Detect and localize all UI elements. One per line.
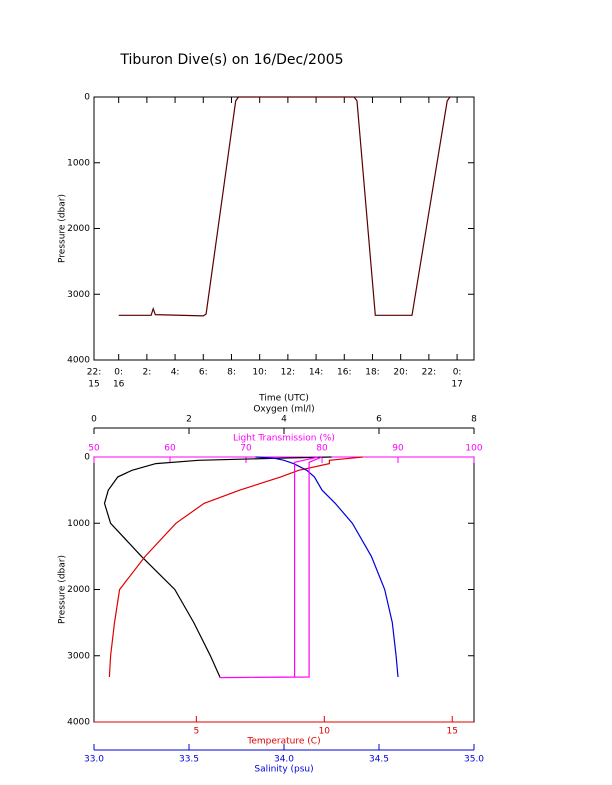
x-axis-label: Temperature (C) <box>246 737 320 747</box>
data-line <box>108 456 363 678</box>
x-tick-label: 0: <box>114 368 123 378</box>
data-line <box>255 456 399 678</box>
x-tick-label: 34.5 <box>369 755 389 765</box>
x-tick-label: 33.5 <box>179 755 199 765</box>
x-axis-label: Light Transmission (%) <box>233 434 335 444</box>
y-tick-label: 3000 <box>67 651 90 661</box>
x-tick-label: 33.0 <box>84 755 104 765</box>
x-axis-label: Salinity (psu) <box>254 765 313 775</box>
x-tick-label: 20: <box>393 368 407 378</box>
plot-frame <box>93 96 475 361</box>
x-tick-label: 0 <box>91 415 97 425</box>
x-tick-label: 22: <box>87 368 101 378</box>
y-tick-label: 1000 <box>67 519 90 529</box>
x-tick-date: 17 <box>451 380 462 390</box>
x-tick-label: 4: <box>171 368 180 378</box>
x-tick-label: 22: <box>422 368 436 378</box>
x-tick-label: 16: <box>337 368 351 378</box>
x-axis-label: Oxygen (ml/l) <box>253 405 314 415</box>
x-tick-label: 34.0 <box>274 755 294 765</box>
x-tick-label: 70 <box>240 444 252 454</box>
x-tick-label: 60 <box>164 444 176 454</box>
x-tick-label: 5 <box>193 727 199 737</box>
x-tick-label: 4 <box>281 415 287 425</box>
x-tick-label: 0: <box>453 368 462 378</box>
data-line <box>219 456 323 679</box>
y-tick-label: 3000 <box>67 290 90 300</box>
x-tick-label: 10: <box>252 368 266 378</box>
x-tick-label: 8 <box>471 415 477 425</box>
x-tick-label: 12: <box>281 368 295 378</box>
y-tick-label: 4000 <box>67 356 90 366</box>
x-tick-label: 15 <box>447 727 458 737</box>
x-tick-label: 6 <box>376 415 382 425</box>
x-axis-label: Time (UTC) <box>258 394 309 404</box>
x-tick-label: 6: <box>199 368 208 378</box>
x-tick-label: 2 <box>186 415 192 425</box>
x-tick-label: 14: <box>309 368 323 378</box>
x-tick-label: 100 <box>465 444 482 454</box>
y-axis-label: Pressure (dbar) <box>58 194 68 263</box>
y-tick-label: 1000 <box>67 158 90 168</box>
x-tick-label: 18: <box>365 368 379 378</box>
y-tick-label: 2000 <box>67 224 90 234</box>
data-line <box>118 96 451 317</box>
x-tick-label: 80 <box>316 444 328 454</box>
plot-frame <box>93 456 475 723</box>
x-tick-label: 35.0 <box>464 755 484 765</box>
x-tick-label: 10 <box>319 727 331 737</box>
data-line <box>103 456 332 678</box>
y-tick-label: 4000 <box>67 718 90 728</box>
x-tick-label: 50 <box>88 444 100 454</box>
x-tick-label: 8: <box>227 368 236 378</box>
page-title: Tiburon Dive(s) on 16/Dec/2005 <box>119 52 343 68</box>
x-tick-date: 15 <box>88 380 99 390</box>
x-tick-label: 90 <box>392 444 404 454</box>
y-tick-label: 0 <box>84 93 90 103</box>
x-tick-date: 16 <box>113 380 125 390</box>
x-tick-label: 2: <box>142 368 151 378</box>
y-axis-label: Pressure (dbar) <box>58 555 68 624</box>
y-tick-label: 2000 <box>67 585 90 595</box>
y-tick-label: 0 <box>84 453 90 463</box>
